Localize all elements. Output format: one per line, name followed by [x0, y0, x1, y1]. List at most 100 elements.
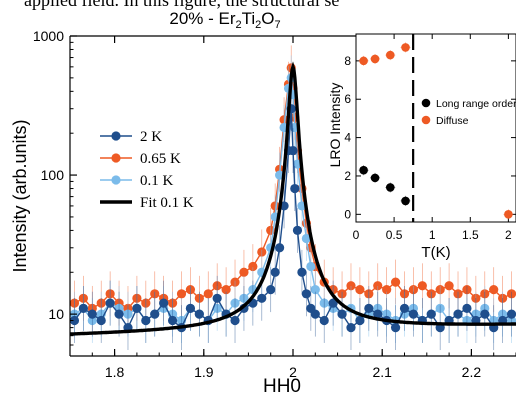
y-axis-label: Intensity (arb.units) [10, 119, 30, 272]
data-point [337, 309, 347, 319]
data-point [301, 289, 311, 299]
main-legend: 2 K 0.65 K 0.1 K Fit 0.1 K [100, 129, 194, 211]
data-point [319, 315, 329, 326]
title-part-2: Ti [242, 9, 256, 28]
data-point [150, 309, 160, 319]
data-point [105, 298, 115, 308]
data-point [426, 309, 436, 319]
data-point [167, 315, 178, 326]
data-point [355, 285, 365, 295]
inset-x-axis-label: T(K) [421, 244, 450, 261]
data-point [373, 309, 383, 319]
inset-series-long-range-order [358, 165, 411, 206]
legend-item: Fit 0.1 K [100, 195, 194, 211]
inset-series-diffuse [358, 42, 514, 220]
data-point [266, 285, 276, 295]
data-point [239, 267, 249, 277]
data-point [87, 309, 97, 319]
legend-label: 2 K [140, 129, 162, 145]
data-point [480, 309, 490, 319]
data-point [399, 303, 410, 313]
data-point [444, 281, 454, 291]
data-point [297, 267, 307, 277]
data-point [489, 285, 499, 295]
inset-y-tick-label: 4 [344, 131, 351, 145]
x-axis-label: HH0 [263, 376, 301, 397]
data-point [96, 315, 106, 326]
data-point [270, 267, 280, 277]
inset-x-tick-label: 1.5 [462, 228, 479, 242]
inset-data-point [370, 173, 380, 183]
inset-x-tick-label: 1 [429, 228, 436, 242]
data-point [257, 293, 267, 303]
data-point [212, 293, 222, 303]
data-point [70, 315, 80, 326]
data-point [221, 285, 231, 295]
data-point [346, 323, 356, 333]
legend-item: 0.65 K [100, 151, 181, 167]
data-point [306, 261, 316, 272]
inset-data-point [504, 210, 513, 219]
data-point [78, 303, 88, 313]
data-point [346, 281, 356, 291]
data-point [290, 183, 300, 194]
title-sub-1: 2 [236, 19, 242, 31]
data-point [248, 261, 258, 272]
data-point [132, 303, 142, 313]
inset-plot: 0 0.5 1 1.5 2 0 2 4 6 8 Long range order Diffuse [344, 33, 516, 242]
inset-x-tick-label: 0.5 [386, 228, 403, 242]
inset-legend-item: Long range order [421, 98, 516, 110]
data-point [355, 315, 365, 326]
legend-label: Fit 0.1 K [140, 195, 194, 211]
x-tick-label: 2.1 [372, 364, 392, 380]
data-point [382, 285, 392, 295]
data-point [159, 298, 169, 308]
inset-data-point [401, 43, 410, 52]
title-sub-3: 2 [255, 19, 261, 31]
data-point [373, 281, 383, 291]
inset-data-point [370, 54, 380, 64]
inset-y-axis-label: LRO Intensity [327, 83, 343, 168]
data-point [453, 309, 463, 319]
inset-legend-label: Diffuse [436, 115, 469, 127]
inset-legend-item: Diffuse [421, 115, 469, 127]
x-tick-label: 1.8 [105, 364, 125, 380]
header-fragment: applied field. In this figure, the struc… [24, 0, 339, 10]
data-point [194, 309, 204, 319]
inset-x-tick-label: 0 [353, 228, 360, 242]
data-point [506, 309, 516, 319]
x-tick-label: 2.2 [462, 364, 482, 380]
legend-label: 0.1 K [140, 173, 174, 189]
main-plot [70, 45, 516, 351]
x-tick-label: 1.9 [194, 364, 214, 380]
data-point [176, 289, 187, 299]
data-point [408, 309, 419, 319]
data-point [141, 315, 151, 326]
data-point [417, 281, 427, 291]
inset-legend-marker [421, 98, 431, 108]
data-point [185, 303, 196, 313]
data-point [310, 285, 320, 295]
inset-x-tick-label: 2 [505, 228, 512, 242]
inset-y-tick-label: 2 [344, 169, 351, 183]
data-point [292, 225, 303, 236]
inset-data-point [385, 183, 395, 192]
legend-swatch-marker [111, 153, 121, 163]
inset-data-point [359, 165, 368, 175]
data-point [462, 303, 472, 313]
data-point [275, 243, 285, 253]
inset-data-point [359, 56, 368, 66]
data-point [328, 298, 338, 308]
y-tick-label: 100 [41, 167, 65, 183]
y-tick-label: 10 [48, 306, 64, 322]
legend-item: 2 K [100, 129, 162, 145]
data-point [301, 233, 311, 244]
inset-frame [355, 33, 516, 223]
chart-title: 20% - Er2Ti2O7 [169, 9, 280, 31]
inset-data-point [385, 50, 395, 60]
inset-y-tick-label: 0 [344, 207, 351, 221]
legend-label: 0.65 K [140, 151, 181, 167]
data-point [310, 309, 320, 319]
